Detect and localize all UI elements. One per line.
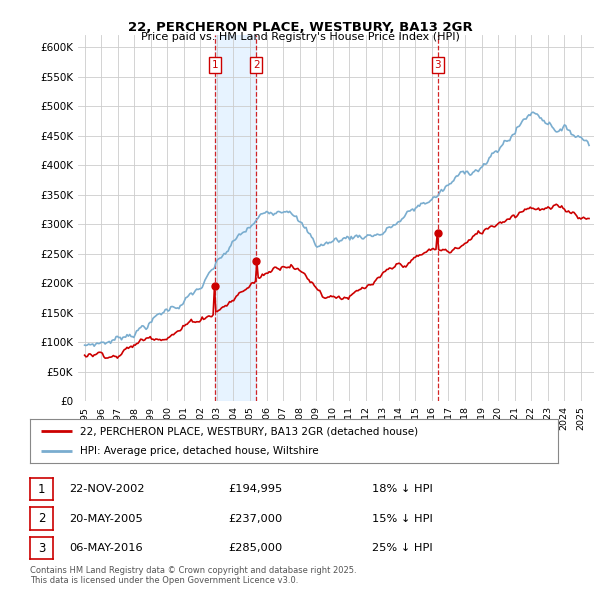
Text: 1: 1 [212,60,218,70]
Text: 3: 3 [434,60,441,70]
Text: 22, PERCHERON PLACE, WESTBURY, BA13 2GR: 22, PERCHERON PLACE, WESTBURY, BA13 2GR [128,21,472,34]
Bar [215,35,256,401]
Text: 2: 2 [253,60,260,70]
Text: HPI: Average price, detached house, Wiltshire: HPI: Average price, detached house, Wilt… [80,446,319,455]
Text: 1: 1 [38,483,45,496]
Text: 3: 3 [38,542,45,555]
Text: 2: 2 [38,512,45,525]
Text: £285,000: £285,000 [228,543,282,553]
Text: 22-NOV-2002: 22-NOV-2002 [69,484,145,494]
Text: £194,995: £194,995 [228,484,282,494]
Text: £237,000: £237,000 [228,514,282,523]
Text: 06-MAY-2016: 06-MAY-2016 [69,543,143,553]
Text: 18% ↓ HPI: 18% ↓ HPI [372,484,433,494]
Text: Price paid vs. HM Land Registry's House Price Index (HPI): Price paid vs. HM Land Registry's House … [140,32,460,42]
Text: 25% ↓ HPI: 25% ↓ HPI [372,543,433,553]
Text: 22, PERCHERON PLACE, WESTBURY, BA13 2GR (detached house): 22, PERCHERON PLACE, WESTBURY, BA13 2GR … [80,427,418,436]
Text: 20-MAY-2005: 20-MAY-2005 [69,514,143,523]
Text: 15% ↓ HPI: 15% ↓ HPI [372,514,433,523]
Text: Contains HM Land Registry data © Crown copyright and database right 2025.
This d: Contains HM Land Registry data © Crown c… [30,566,356,585]
